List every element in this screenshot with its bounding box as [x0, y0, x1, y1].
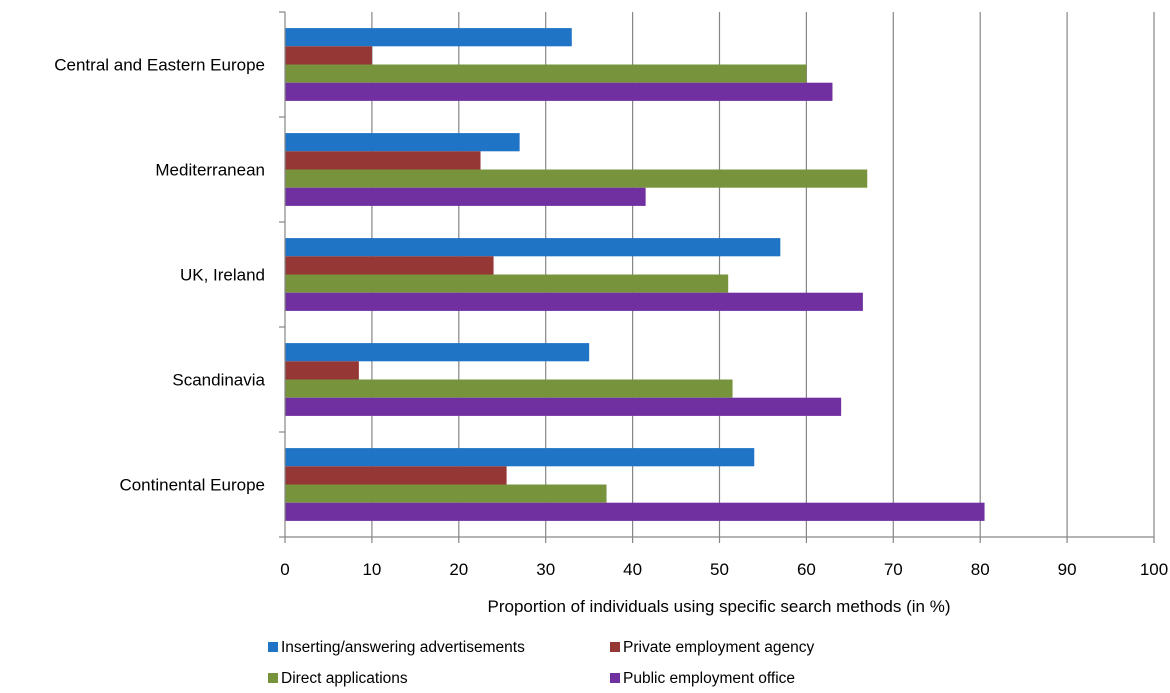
x-tick-label: 10: [362, 560, 381, 579]
bar: [285, 46, 372, 65]
bar: [285, 64, 807, 83]
x-tick-label: 20: [449, 560, 468, 579]
category-labels: Central and Eastern Europe Mediterranean U…: [54, 56, 265, 495]
category-label: UK, Ireland: [180, 266, 265, 285]
bar: [285, 151, 481, 170]
bar: [285, 448, 755, 467]
bar: [285, 292, 863, 311]
x-tick-label: 50: [710, 560, 729, 579]
bar: [285, 466, 507, 485]
legend-label: Private employment agency: [623, 639, 815, 656]
bar: [285, 28, 572, 47]
bar: [285, 187, 646, 206]
legend-label: Public employment office: [623, 670, 795, 687]
legend-swatch: [268, 642, 278, 652]
bar: [285, 397, 842, 416]
x-tick-label: 30: [536, 560, 555, 579]
bar: [285, 238, 781, 257]
bar: [285, 82, 833, 101]
legend: Inserting/answering advertisements Privat…: [268, 639, 815, 687]
x-tick-label: 100: [1140, 560, 1168, 579]
axes: [279, 11, 1155, 543]
x-axis-title: Proportion of individuals using specific…: [487, 597, 950, 616]
bar: [285, 274, 729, 293]
x-tick-label: 40: [623, 560, 642, 579]
legend-swatch: [610, 642, 620, 652]
legend-swatch: [610, 673, 620, 683]
bars: [285, 28, 985, 521]
category-label: Central and Eastern Europe: [54, 56, 265, 75]
x-tick-label: 0: [280, 560, 289, 579]
legend-swatch: [268, 673, 278, 683]
bar: [285, 361, 359, 380]
x-tick-label: 60: [797, 560, 816, 579]
bar: [285, 133, 520, 152]
x-tick-label: 80: [971, 560, 990, 579]
bar: [285, 484, 607, 503]
bar: [285, 256, 494, 275]
legend-label: Inserting/answering advertisements: [281, 639, 525, 656]
bar: [285, 169, 868, 188]
bar: [285, 343, 590, 362]
x-tick-labels: 0 10 20 30 40 50 60 70 80 90 100: [280, 560, 1168, 579]
legend-label: Direct applications: [281, 670, 408, 687]
bar: [285, 379, 733, 398]
x-tick-label: 90: [1058, 560, 1077, 579]
category-label: Scandinavia: [172, 371, 265, 390]
bar: [285, 502, 985, 521]
x-tick-label: 70: [884, 560, 903, 579]
category-label: Mediterranean: [155, 161, 265, 180]
category-label: Continental Europe: [119, 476, 265, 495]
